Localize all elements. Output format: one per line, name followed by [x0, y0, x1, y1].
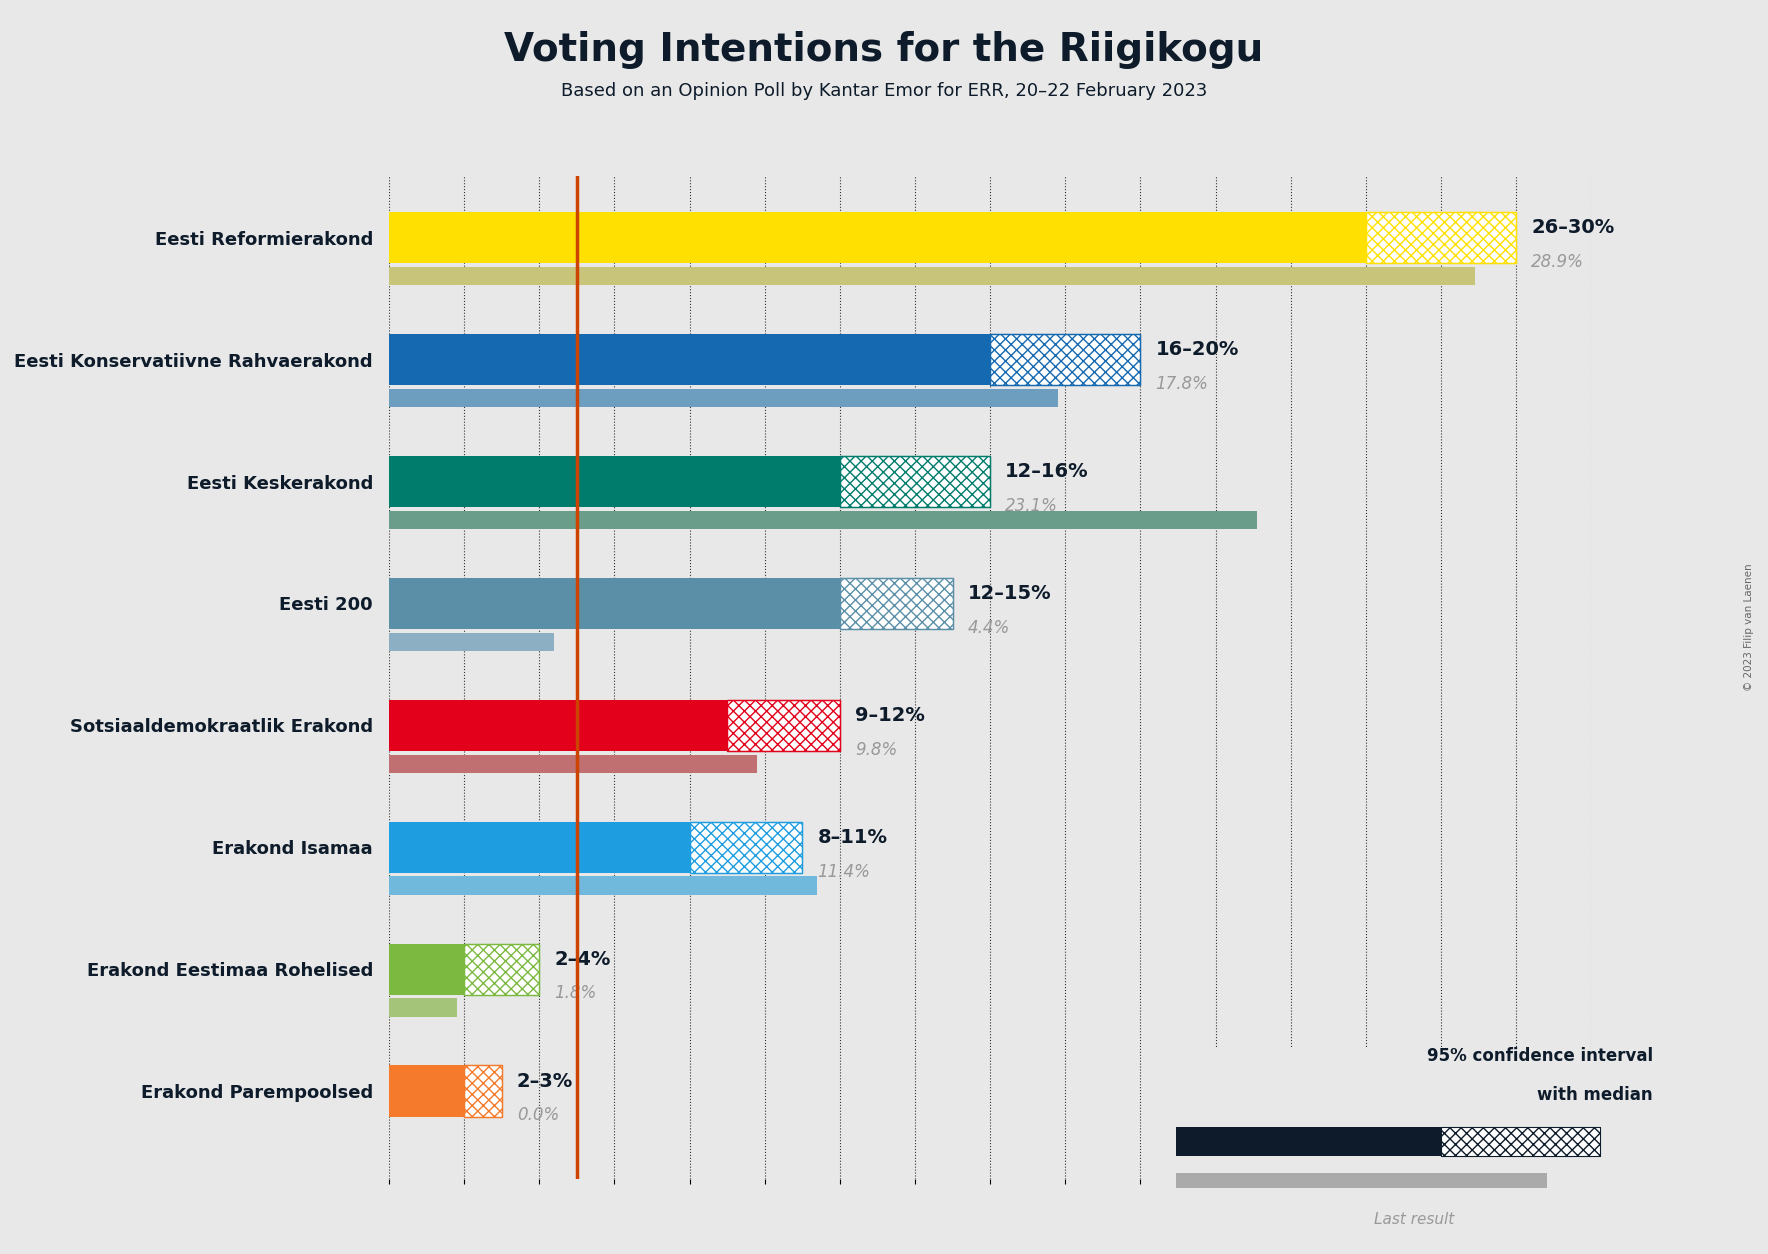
Bar [1176, 1174, 1547, 1188]
Text: 0.0%: 0.0% [516, 1106, 559, 1125]
Bar [690, 821, 803, 873]
Bar [727, 700, 840, 751]
Bar [389, 821, 690, 873]
Bar [1441, 1127, 1600, 1156]
Text: 17.8%: 17.8% [1156, 375, 1208, 393]
Bar [990, 334, 1140, 385]
Text: 4.4%: 4.4% [967, 618, 1010, 637]
Bar [389, 877, 817, 895]
Bar [389, 700, 727, 751]
Bar [389, 456, 840, 507]
Text: 9.8%: 9.8% [856, 741, 896, 759]
Bar [727, 700, 840, 751]
Bar [389, 998, 456, 1017]
Bar [463, 943, 539, 994]
Text: 2–3%: 2–3% [516, 1072, 573, 1091]
Bar [463, 943, 539, 994]
Text: with median: with median [1538, 1086, 1653, 1105]
Bar [389, 755, 757, 772]
Bar [690, 821, 803, 873]
Bar [389, 267, 1475, 285]
Bar [389, 510, 1257, 529]
Text: 11.4%: 11.4% [817, 863, 870, 880]
Bar [840, 578, 953, 630]
Bar [463, 1066, 502, 1116]
Bar [389, 943, 463, 994]
Text: 12–15%: 12–15% [967, 584, 1052, 603]
Bar [1441, 1127, 1600, 1156]
Text: 95% confidence interval: 95% confidence interval [1427, 1047, 1653, 1065]
Text: 16–20%: 16–20% [1156, 340, 1239, 360]
Bar [840, 578, 953, 630]
Bar [389, 389, 1057, 408]
Text: 9–12%: 9–12% [856, 706, 925, 725]
Text: 1.8%: 1.8% [555, 984, 596, 1002]
Bar [389, 578, 840, 630]
Text: 12–16%: 12–16% [1004, 463, 1089, 482]
Bar [1176, 1127, 1441, 1156]
Text: 23.1%: 23.1% [1004, 497, 1057, 515]
Bar [840, 456, 990, 507]
Bar [840, 456, 990, 507]
Bar [1367, 212, 1517, 263]
Text: Last result: Last result [1374, 1211, 1455, 1226]
Bar [389, 334, 990, 385]
Text: 8–11%: 8–11% [817, 828, 888, 846]
Bar [463, 1066, 502, 1116]
Text: 28.9%: 28.9% [1531, 253, 1584, 271]
Text: 26–30%: 26–30% [1531, 218, 1614, 237]
Text: Based on an Opinion Poll by Kantar Emor for ERR, 20–22 February 2023: Based on an Opinion Poll by Kantar Emor … [560, 82, 1208, 99]
Bar [389, 212, 1367, 263]
Bar [389, 1066, 463, 1116]
Text: Voting Intentions for the Riigikogu: Voting Intentions for the Riigikogu [504, 31, 1264, 69]
Bar [1367, 212, 1517, 263]
Bar [389, 633, 555, 651]
Bar [990, 334, 1140, 385]
Text: 2–4%: 2–4% [555, 949, 610, 969]
Text: © 2023 Filip van Laenen: © 2023 Filip van Laenen [1743, 563, 1754, 691]
